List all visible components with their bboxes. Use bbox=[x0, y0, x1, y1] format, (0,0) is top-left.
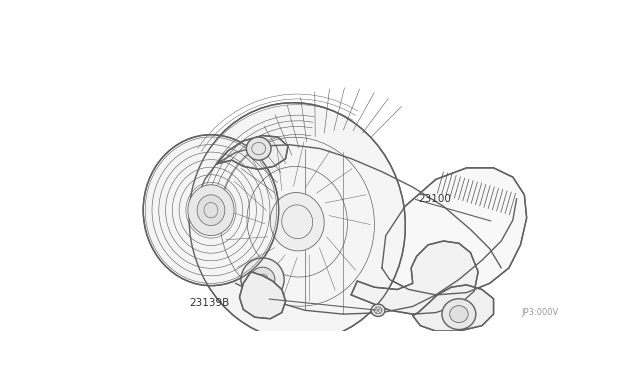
Ellipse shape bbox=[197, 195, 225, 225]
Ellipse shape bbox=[442, 299, 476, 330]
Polygon shape bbox=[351, 241, 478, 314]
Ellipse shape bbox=[257, 274, 268, 285]
Ellipse shape bbox=[143, 135, 279, 286]
Ellipse shape bbox=[246, 137, 271, 160]
Text: 23100: 23100 bbox=[418, 194, 451, 203]
Ellipse shape bbox=[241, 258, 284, 301]
Polygon shape bbox=[382, 168, 527, 295]
Text: 23139B: 23139B bbox=[189, 298, 230, 308]
Polygon shape bbox=[239, 272, 285, 319]
Ellipse shape bbox=[189, 103, 405, 341]
Ellipse shape bbox=[371, 304, 385, 317]
Ellipse shape bbox=[250, 267, 275, 292]
Ellipse shape bbox=[188, 185, 234, 235]
Polygon shape bbox=[413, 285, 493, 331]
Text: JP3:000V: JP3:000V bbox=[522, 308, 559, 317]
Ellipse shape bbox=[450, 306, 468, 323]
Ellipse shape bbox=[270, 193, 324, 251]
Polygon shape bbox=[216, 135, 288, 169]
